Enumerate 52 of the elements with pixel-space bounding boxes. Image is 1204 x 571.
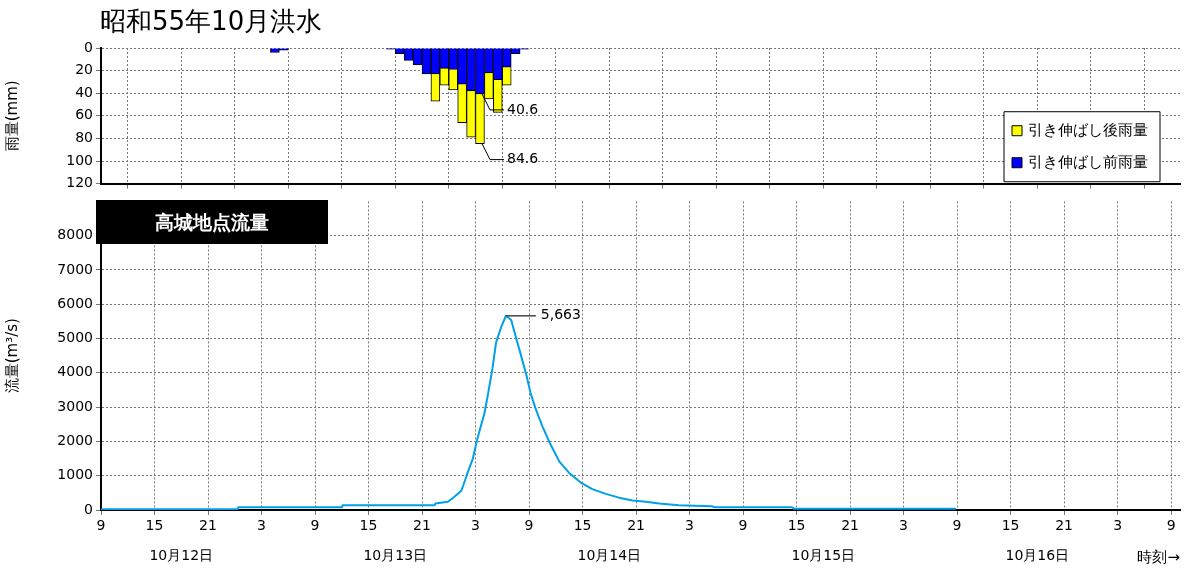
x-tick-label: 3	[899, 517, 909, 534]
x-tick-label: 21	[627, 517, 645, 534]
x-tick-label: 21	[841, 517, 859, 534]
data-label: 40.6	[506, 100, 539, 117]
x-tick-label: 21	[413, 517, 431, 534]
x-tick-label: 15	[573, 517, 592, 534]
x-tick-label: 9	[524, 517, 534, 534]
legend-label: 引き伸ばし前雨量	[1028, 152, 1148, 171]
annotation: 5,663	[540, 306, 581, 323]
text: 10月15日	[791, 546, 856, 563]
x-tick-label: 9	[1166, 517, 1176, 534]
x-tick-label: 3	[257, 517, 266, 534]
x-tick-label: 9	[310, 517, 320, 534]
y-tick-label: 20	[75, 61, 93, 78]
x-tick-label: 9	[952, 517, 962, 534]
text: 10月16日	[1005, 546, 1070, 563]
x-tick-label: 15	[145, 517, 164, 534]
y-tick-label: 5000	[57, 329, 93, 346]
y-axis-title: 雨量(mm)	[2, 80, 21, 152]
legend-label: 引き伸ばし後雨量	[1028, 120, 1148, 139]
y-tick-label: 80	[75, 129, 93, 146]
y-tick-label: 1000	[57, 466, 93, 483]
y-tick-label: 120	[66, 174, 93, 191]
x-tick-label: 3	[1113, 517, 1123, 534]
y-tick-label: 60	[75, 106, 93, 123]
y-tick-label: 8000	[57, 226, 93, 243]
x-axis-title: 時刻→	[1137, 547, 1180, 566]
total-label: 84.6	[506, 150, 539, 167]
y-tick-label: 2000	[57, 432, 93, 449]
y-tick-label: 4000	[57, 363, 93, 380]
y-tick-label: 40	[75, 83, 93, 100]
y-tick-label: 3000	[57, 397, 93, 414]
text: 10月12日	[149, 546, 214, 563]
text: 10月13日	[363, 546, 428, 563]
x-tick-label: 21	[1055, 517, 1073, 534]
y-tick-label: 6000	[57, 294, 93, 311]
text: 10月14日	[577, 546, 642, 563]
x-tick-label: 9	[96, 517, 106, 534]
x-tick-label: 15	[1001, 517, 1020, 534]
x-tick-label: 3	[471, 517, 480, 534]
x-tick-label: 3	[685, 517, 695, 534]
y-tick-label: 7000	[57, 260, 93, 277]
y-tick-label: 0	[84, 500, 93, 517]
x-tick-label: 21	[199, 517, 217, 534]
title-box: 高城地点流量	[96, 200, 328, 244]
y-tick-label: 0	[84, 38, 93, 55]
y-tick-label: 100	[66, 151, 93, 168]
x-tick-label: 9	[738, 517, 748, 534]
x-tick-label: 15	[787, 517, 806, 534]
chart-title: 昭和55年10月洪水	[100, 5, 323, 38]
y-axis-title: 流量(m³/s)	[2, 318, 21, 394]
x-tick-label: 15	[359, 517, 378, 534]
